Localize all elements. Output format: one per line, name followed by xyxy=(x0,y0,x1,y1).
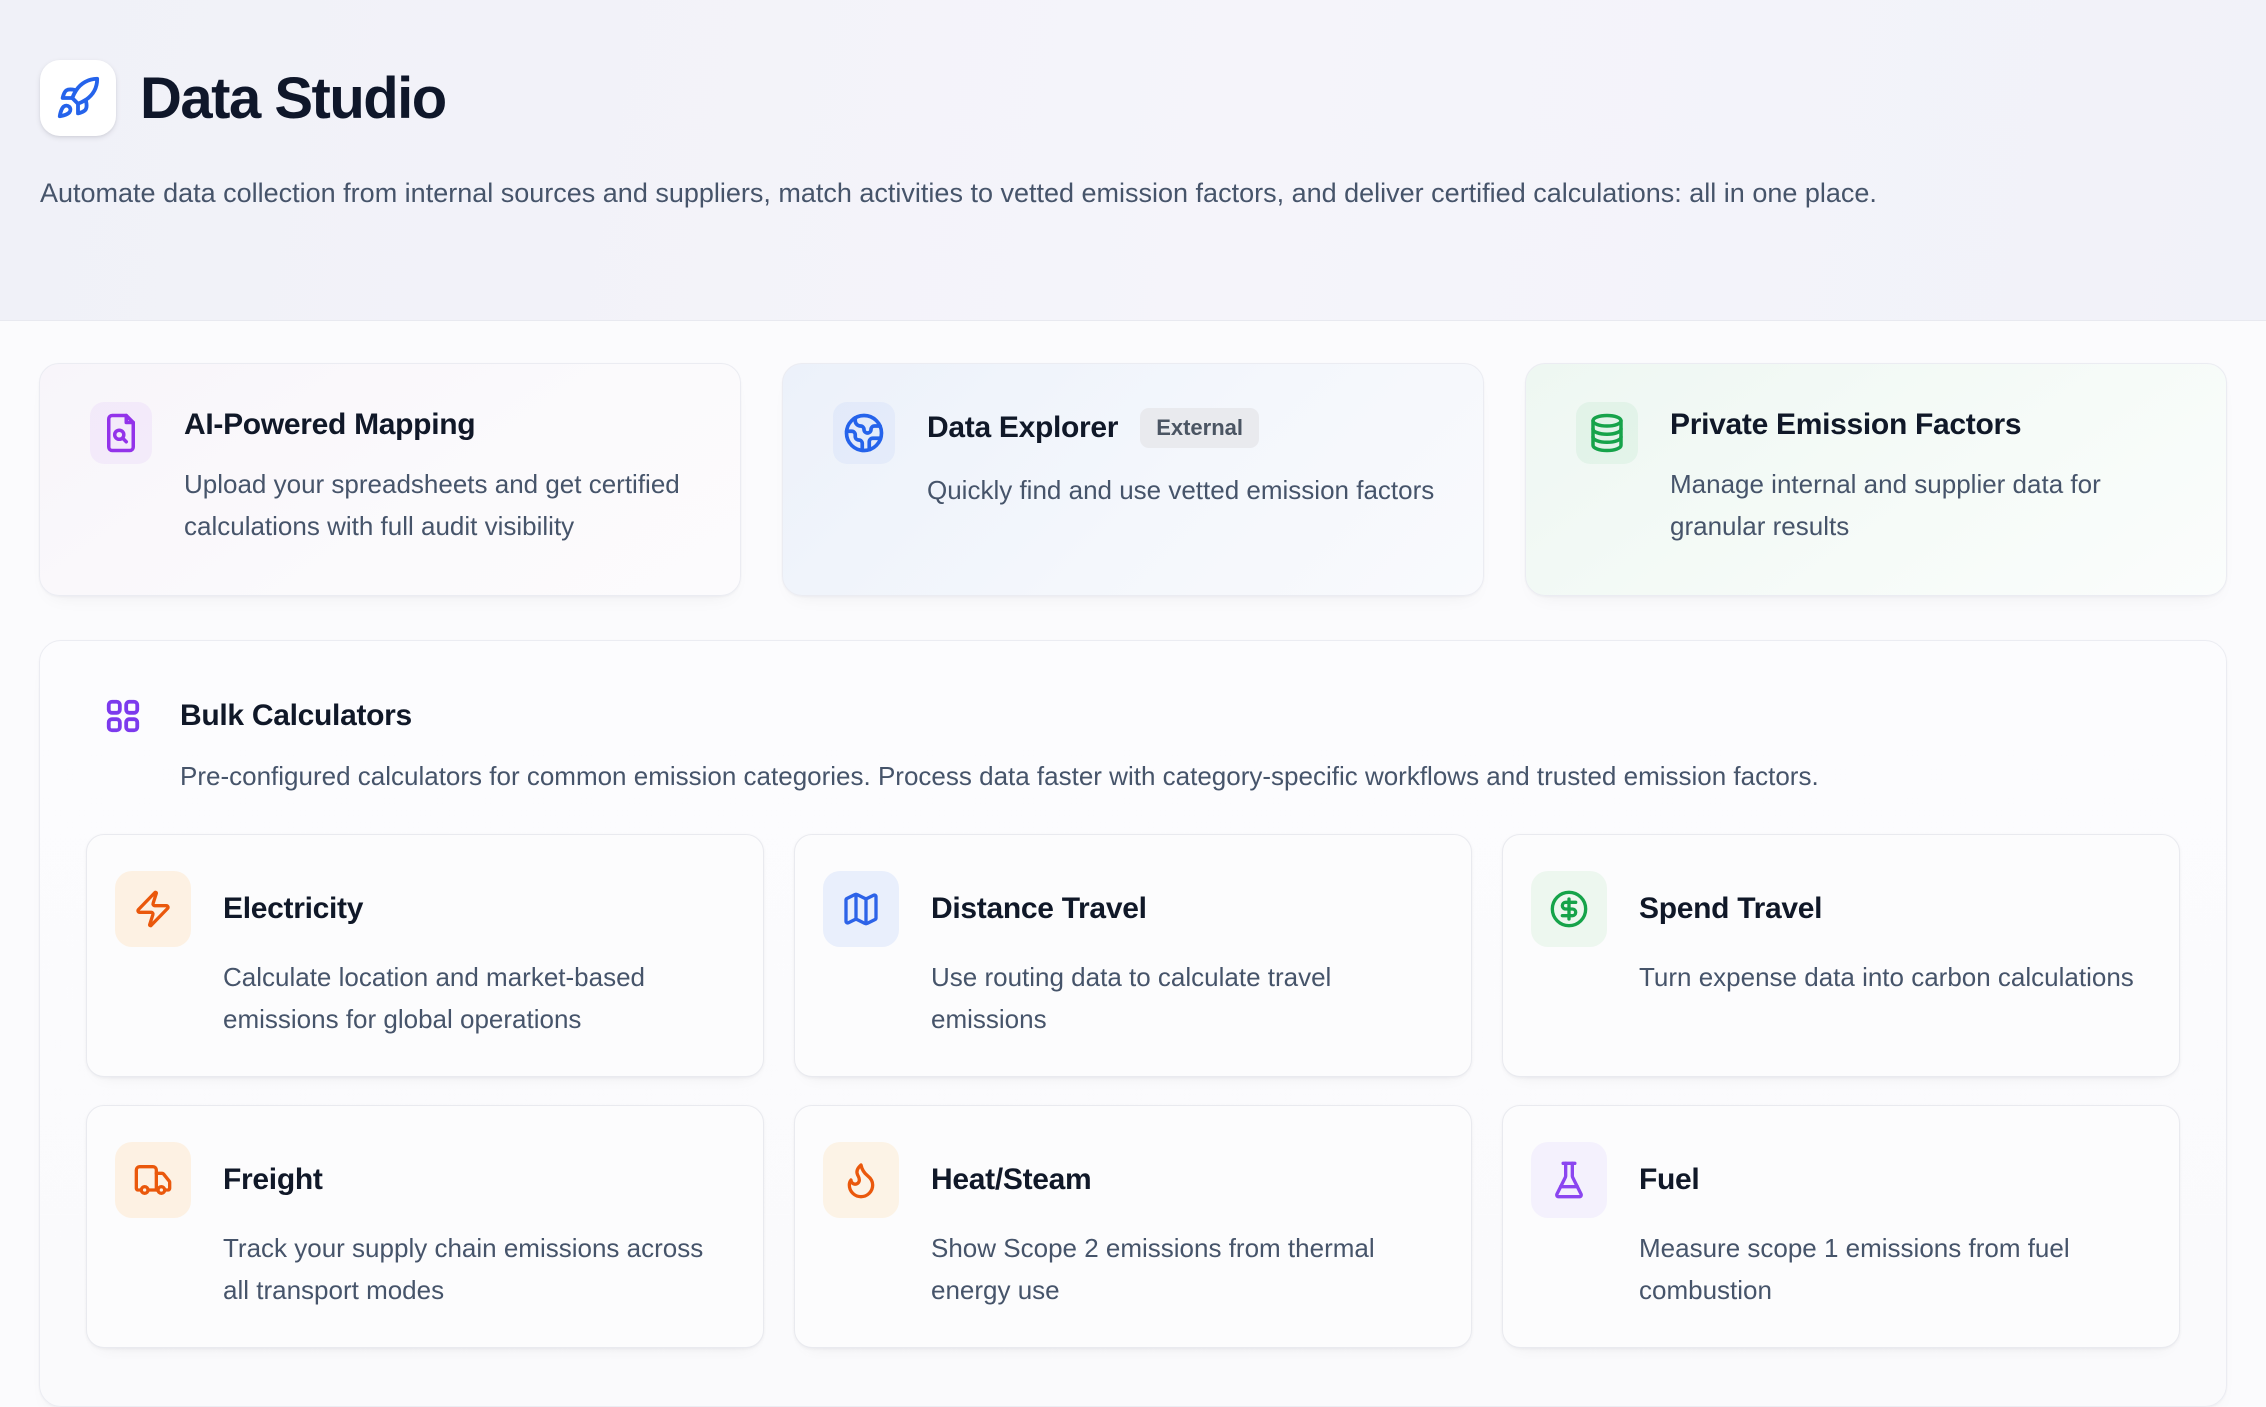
app-icon-tile xyxy=(40,60,116,136)
feature-icon-tile xyxy=(833,402,895,464)
feature-card-title: Data Explorer xyxy=(927,411,1119,444)
card-ai-powered-mapping[interactable]: AI-Powered Mapping Upload your spreadshe… xyxy=(39,363,741,596)
calculator-title: Spend Travel xyxy=(1639,892,1823,925)
rocket-icon xyxy=(55,75,101,121)
calculator-icon-tile xyxy=(115,871,191,947)
card-data-explorer[interactable]: Data Explorer External Quickly find and … xyxy=(782,363,1484,596)
card-fuel[interactable]: Fuel Measure scope 1 emissions from fuel… xyxy=(1502,1105,2180,1349)
calculator-description: Use routing data to calculate travel emi… xyxy=(931,962,1332,1034)
calculator-icon-tile xyxy=(115,1142,191,1219)
feature-icon-tile xyxy=(1576,402,1638,464)
map-icon xyxy=(841,889,881,929)
flame-icon xyxy=(841,1160,881,1200)
flask-icon xyxy=(1549,1160,1589,1200)
bulk-calculators-title: Bulk Calculators xyxy=(180,699,412,732)
feature-card-description: Quickly find and use vetted emission fac… xyxy=(927,475,1435,505)
calculator-icon-tile xyxy=(823,871,899,947)
feature-card-title: Private Emission Factors xyxy=(1670,408,2022,441)
calculator-title: Distance Travel xyxy=(931,892,1147,925)
card-distance-travel[interactable]: Distance Travel Use routing data to calc… xyxy=(794,834,1472,1078)
calculator-grid: Electricity Calculate location and marke… xyxy=(86,834,2180,1349)
external-badge: External xyxy=(1140,408,1260,448)
calculator-description: Calculate location and market-based emis… xyxy=(223,962,646,1034)
card-freight[interactable]: Freight Track your supply chain emission… xyxy=(86,1105,764,1349)
feature-card-grid: AI-Powered Mapping Upload your spreadshe… xyxy=(39,363,2227,596)
calculator-icon-tile xyxy=(1531,1142,1607,1219)
calculator-icon-tile xyxy=(1531,871,1607,947)
calculator-title: Electricity xyxy=(223,892,364,925)
main-content: AI-Powered Mapping Upload your spreadshe… xyxy=(0,321,2266,1407)
card-heat-steam[interactable]: Heat/Steam Show Scope 2 emissions from t… xyxy=(794,1105,1472,1349)
feature-card-title: AI-Powered Mapping xyxy=(184,408,476,441)
feature-card-description: Manage internal and supplier data for gr… xyxy=(1670,469,2101,541)
feature-icon-tile xyxy=(90,402,152,464)
card-private-emission-factors[interactable]: Private Emission Factors Manage internal… xyxy=(1525,363,2227,596)
layout-grid-icon xyxy=(104,697,142,735)
bulk-calculators-description: Pre-configured calculators for common em… xyxy=(180,761,1819,791)
globe-icon xyxy=(843,412,885,454)
calculator-title: Fuel xyxy=(1639,1163,1700,1197)
dollar-circle-icon xyxy=(1549,889,1589,929)
calculator-description: Show Scope 2 emissions from thermal ener… xyxy=(931,1233,1375,1305)
truck-icon xyxy=(133,1160,173,1200)
card-spend-travel[interactable]: Spend Travel Turn expense data into carb… xyxy=(1502,834,2180,1078)
calculator-icon-tile xyxy=(823,1142,899,1219)
bulk-calculators-panel: Bulk Calculators Pre-configured calculat… xyxy=(39,640,2227,1407)
page-title: Data Studio xyxy=(140,65,447,131)
feature-card-description: Upload your spreadsheets and get certifi… xyxy=(184,469,680,541)
lightning-bolt-icon xyxy=(133,889,173,929)
calculator-description: Measure scope 1 emissions from fuel comb… xyxy=(1639,1233,2070,1305)
file-search-icon xyxy=(100,412,142,454)
page-header: Data Studio Automate data collection fro… xyxy=(0,0,2266,321)
calculator-title: Freight xyxy=(223,1163,323,1197)
calculator-title: Heat/Steam xyxy=(931,1163,1092,1197)
calculator-description: Track your supply chain emissions across… xyxy=(223,1233,704,1305)
title-row: Data Studio xyxy=(40,60,2226,136)
card-electricity[interactable]: Electricity Calculate location and marke… xyxy=(86,834,764,1078)
page-subtitle: Automate data collection from internal s… xyxy=(40,178,1877,208)
calculator-description: Turn expense data into carbon calculatio… xyxy=(1639,962,2134,992)
database-icon xyxy=(1586,412,1628,454)
